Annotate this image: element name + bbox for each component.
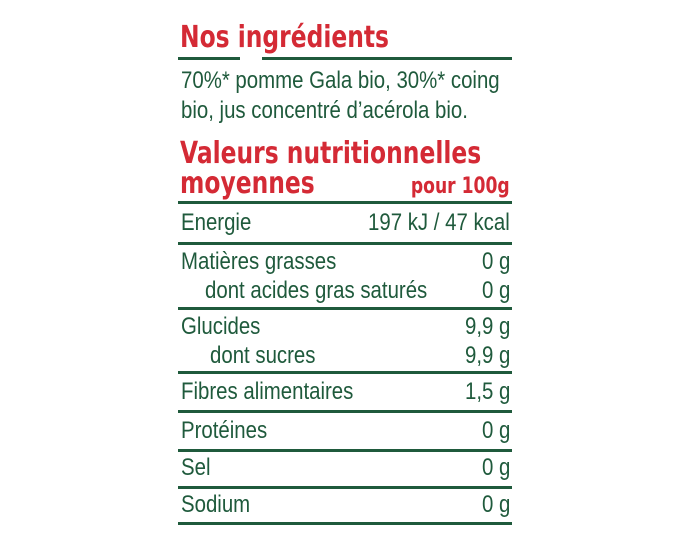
divider [178, 449, 512, 452]
row-label: Glucides [181, 313, 261, 340]
divider [178, 242, 512, 245]
row-label: dont acides gras saturés [205, 277, 428, 304]
divider [262, 57, 512, 60]
row-label: Matières grasses [181, 248, 337, 275]
divider [178, 486, 512, 489]
row-value: 0 g [481, 277, 510, 304]
row-label: Sel [181, 454, 211, 481]
row-value: 9,9 g [464, 313, 510, 340]
divider [178, 201, 512, 204]
nutrition-title: moyennes [180, 166, 315, 201]
divider [178, 522, 512, 525]
row-value: 1,5 g [464, 378, 510, 405]
row-label: dont sucres [210, 342, 316, 369]
row-value: 197 kJ / 47 kcal [368, 209, 510, 236]
ingredients-line: bio, jus concentré d’acérola bio. [181, 97, 468, 124]
divider [178, 371, 512, 374]
row-value: 9,9 g [464, 342, 510, 369]
row-value: 0 g [481, 491, 510, 518]
divider [178, 410, 512, 413]
ingredients-title: Nos ingrédients [180, 20, 389, 55]
row-value: 0 g [481, 248, 510, 275]
row-value: 0 g [481, 417, 510, 444]
per-100g-label: pour 100g [411, 174, 510, 199]
row-label: Fibres alimentaires [181, 378, 354, 405]
row-value: 0 g [481, 454, 510, 481]
ingredients-line: 70%* pomme Gala bio, 30%* coing [181, 67, 500, 94]
row-label: Protéines [181, 417, 268, 444]
divider [178, 57, 240, 60]
row-label: Sodium [181, 491, 251, 518]
row-label: Energie [181, 209, 252, 236]
divider [178, 307, 512, 310]
nutrition-title: Valeurs nutritionnelles [180, 136, 482, 171]
